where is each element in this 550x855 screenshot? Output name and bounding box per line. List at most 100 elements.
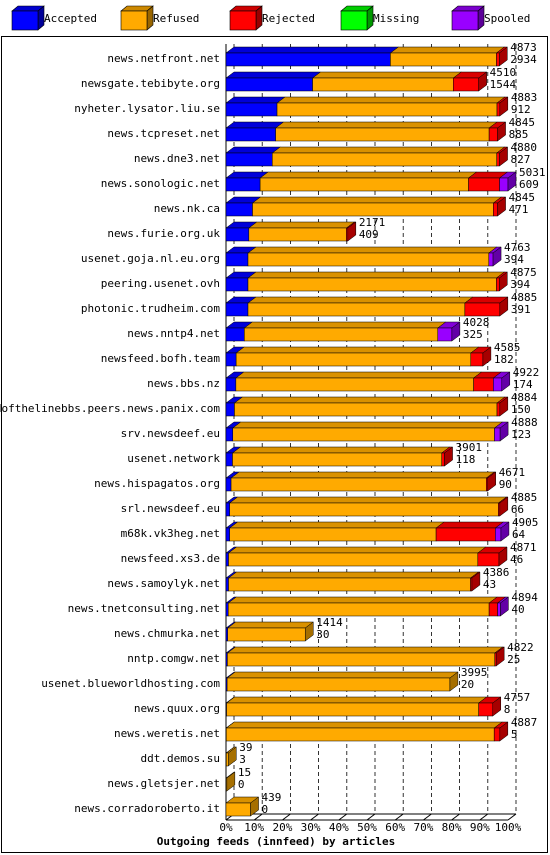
y-tick-label: news.hispagatos.org <box>94 477 220 490</box>
legend-label: Accepted <box>44 12 97 25</box>
bar-side <box>499 721 509 742</box>
bar-top <box>225 46 400 54</box>
y-tick-label: news.chmurka.net <box>114 627 220 640</box>
value-label: 391 <box>511 303 531 316</box>
bar-top <box>435 521 505 529</box>
bar-segment <box>390 52 497 67</box>
bar-segment <box>494 427 501 442</box>
bar-top <box>231 446 451 454</box>
y-tick-label: srl.newsdeef.eu <box>121 502 220 515</box>
bar-side <box>500 521 510 542</box>
bar-side <box>492 696 502 717</box>
y-tick-label: endofthelinebbs.peers.news.panix.com <box>0 402 220 415</box>
bar-top <box>271 146 506 154</box>
x-tick-label: 60% <box>385 821 405 834</box>
x-tick-label: 40% <box>329 821 349 834</box>
bar-side <box>507 171 517 192</box>
bar-segment <box>227 627 306 642</box>
y-tick-label: news.netfront.net <box>107 52 220 65</box>
value-label: 1544 <box>490 78 517 91</box>
bar-top <box>247 296 474 304</box>
value-label: 4585 <box>494 341 520 354</box>
bar-side <box>499 396 509 417</box>
bar-segment <box>464 302 501 317</box>
legend-swatch <box>451 10 479 31</box>
tick-mark <box>479 813 489 821</box>
bar-top <box>225 71 322 79</box>
bar-segment <box>234 402 498 417</box>
value-label: 439 <box>262 791 282 804</box>
bar-top <box>225 96 286 104</box>
value-label: 609 <box>519 178 539 191</box>
bar-segment <box>232 427 495 442</box>
x-tick-label: 50% <box>357 821 377 834</box>
bar-segment <box>225 152 273 167</box>
bar-segment <box>225 327 245 342</box>
bar-side <box>444 446 453 467</box>
bar-side <box>478 71 487 92</box>
bar-side <box>226 771 236 792</box>
bar-segment <box>228 602 490 617</box>
y-tick-label: ddt.demos.su <box>141 752 220 765</box>
y-tick-label: news.sonologic.net <box>101 177 220 190</box>
value-label: 4887 <box>511 716 538 729</box>
y-tick-label: news.corradoroberto.it <box>74 802 220 815</box>
bar-segment <box>225 627 228 642</box>
value-label: 4510 <box>490 66 517 79</box>
value-label: 20 <box>461 678 474 691</box>
bar-segment <box>259 177 469 192</box>
value-label: 4922 <box>513 366 540 379</box>
y-tick-label: news.furie.org.uk <box>107 227 220 240</box>
bar-segment <box>441 452 445 467</box>
bar-side <box>228 746 237 767</box>
bar-segment <box>497 602 501 617</box>
bar-segment <box>225 802 251 817</box>
bar-top <box>389 46 506 54</box>
bar-segment <box>235 377 474 392</box>
bar-top <box>248 221 356 229</box>
value-label: 4763 <box>504 241 530 254</box>
bar-segment <box>276 102 498 117</box>
value-label: 182 <box>494 353 514 366</box>
bar-segment <box>228 577 471 592</box>
bar-segment <box>493 727 501 742</box>
bar-segment <box>225 52 391 67</box>
bar-top <box>235 371 483 379</box>
legend-swatch <box>120 10 148 31</box>
y-tick-label: news.gletsjer.net <box>107 777 220 790</box>
bar-segment <box>248 227 347 242</box>
value-label: 90 <box>499 478 512 491</box>
value-label: 5031 <box>519 166 546 179</box>
y-tick-label: nyheter.lysator.liu.se <box>74 102 220 115</box>
y-tick-label: newsgate.tebibyte.org <box>81 77 220 90</box>
bar-segment <box>229 502 499 517</box>
bar-segment <box>488 127 498 142</box>
bar-top <box>247 271 506 279</box>
bar-top <box>227 571 480 579</box>
x-tick-label: 80% <box>442 821 462 834</box>
bar-segment <box>477 552 500 567</box>
bar-side <box>499 271 508 292</box>
x-tick-label: 10% <box>244 821 264 834</box>
legend-label: Refused <box>153 12 199 25</box>
value-label: 4885 <box>511 291 538 304</box>
bar-segment <box>493 202 498 217</box>
x-axis-label: Outgoing feeds (innfeed) by articles <box>157 835 395 848</box>
bar-top <box>274 121 498 129</box>
bar-segment <box>496 277 500 292</box>
bar-side <box>495 646 505 667</box>
bar-side <box>499 46 508 67</box>
bar-side <box>304 621 314 642</box>
bar-side <box>451 321 461 342</box>
value-label: 4905 <box>512 516 539 529</box>
bar-top <box>311 71 463 79</box>
bar-top <box>226 646 504 654</box>
y-tick-label: usenet.goja.nl.eu.org <box>81 252 220 265</box>
value-label: 123 <box>511 428 531 441</box>
bar-segment <box>493 377 503 392</box>
bar-segment <box>468 177 500 192</box>
value-label: 4845 <box>509 116 536 129</box>
bar-side <box>499 421 509 442</box>
value-label: 3995 <box>461 666 488 679</box>
